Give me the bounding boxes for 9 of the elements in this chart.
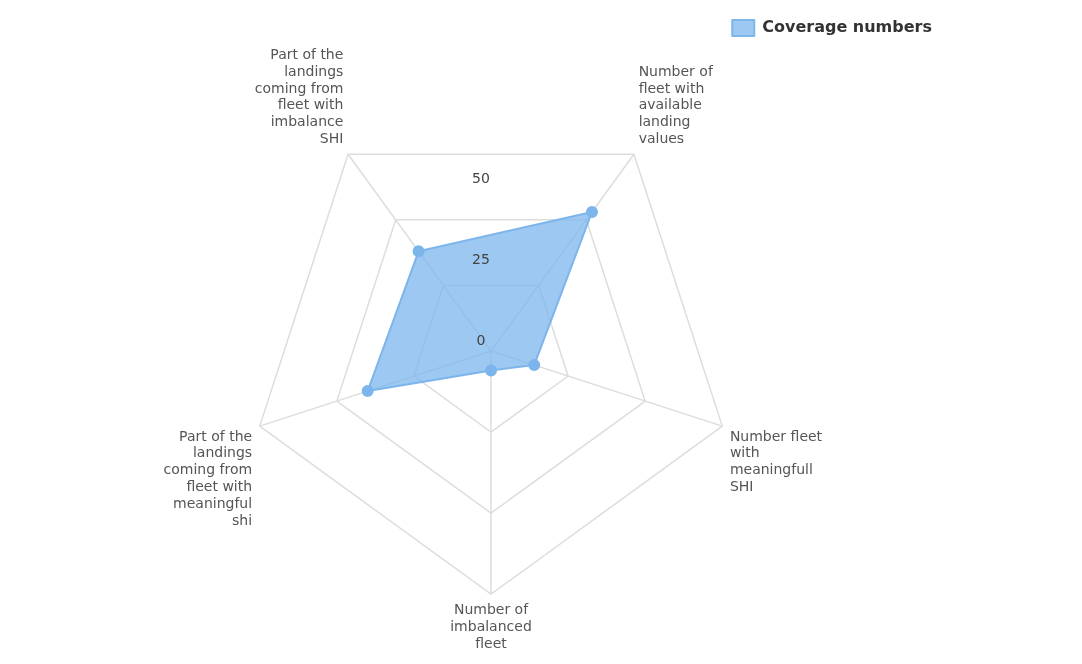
y-tick-label: 50	[472, 169, 490, 186]
spoke-label: Number of fleet with available landing values	[638, 62, 714, 147]
legend-label: Coverage numbers	[762, 17, 932, 37]
spoke-label: Number of imbalanced fleet	[450, 601, 532, 651]
spoke-label: Number fleet with meaningfull SHI	[729, 427, 823, 495]
y-tick-label: 0	[476, 331, 486, 348]
spoke-label: Part of the landings coming from fleet with meaningful shi	[163, 427, 253, 528]
y-tick-label: 25	[472, 250, 490, 267]
spoke-label: Part of the landings coming from fleet with imbalance SHI	[254, 46, 344, 147]
